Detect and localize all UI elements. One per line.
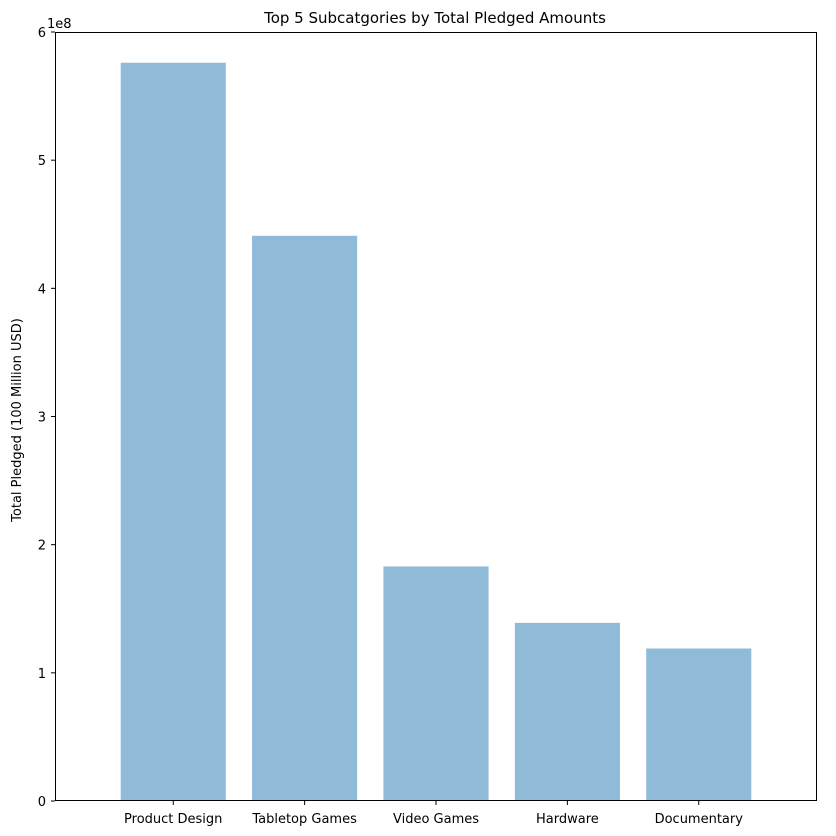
y-tick-label: 3 [38, 411, 46, 426]
chart-title: Top 5 Subcatgories by Total Pledged Amou… [263, 9, 606, 27]
x-tick-label: Tabletop Games [251, 812, 357, 827]
bar-tabletop-games [252, 235, 358, 801]
y-axis-offset-label: 1e8 [47, 17, 72, 32]
y-tick-label: 4 [38, 282, 46, 297]
y-tick-label: 1 [38, 667, 46, 682]
plot-frame [55, 32, 817, 801]
y-tick-label: 5 [38, 154, 46, 169]
x-tick-label: Documentary [655, 812, 744, 827]
x-axis-ticks: Product Design Tabletop Games Video Games H… [124, 801, 743, 827]
x-tick-label: Product Design [124, 812, 222, 827]
x-tick-label: Video Games [393, 812, 479, 827]
x-tick-label: Hardware [536, 812, 599, 827]
y-tick-label: 0 [38, 795, 46, 810]
bar-product-design [120, 62, 226, 801]
y-tick-label: 2 [38, 539, 46, 554]
bar-video-games [383, 566, 489, 801]
bar-documentary [646, 648, 752, 801]
y-axis-label: Total Pledged (100 Million USD) [10, 318, 25, 523]
bars-group [120, 62, 752, 801]
y-tick-label: 6 [38, 26, 46, 41]
bar-hardware [514, 622, 620, 801]
y-axis-ticks: 0 1 2 3 4 5 6 [38, 26, 55, 810]
